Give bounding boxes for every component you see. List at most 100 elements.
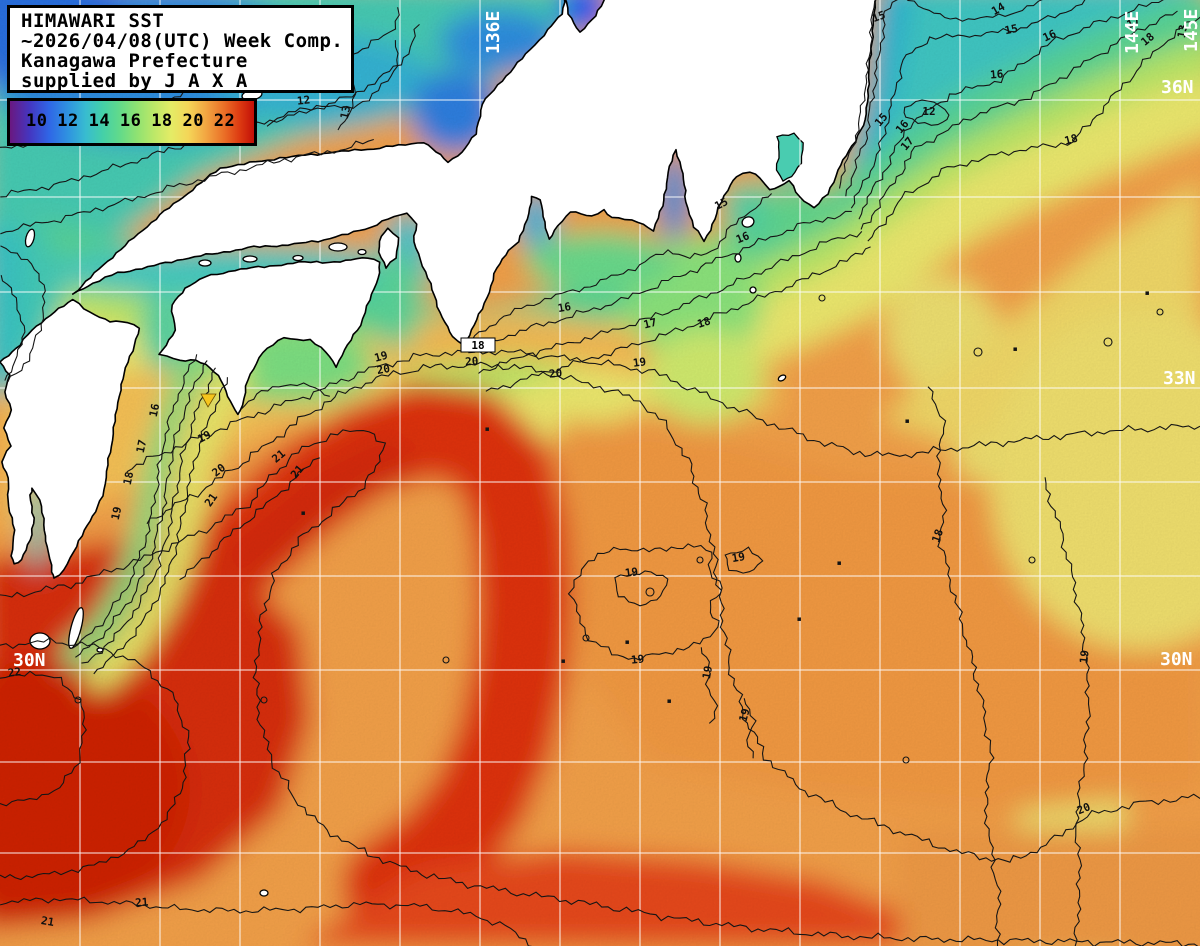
contour-line-15 [464, 193, 772, 344]
contour-label: 18 [929, 527, 946, 544]
contour-line-16 [468, 210, 852, 354]
grid-coordinate-label: 136E [483, 11, 504, 54]
colorbar-tick-label: 22 [213, 111, 236, 131]
data-speck [301, 511, 305, 515]
contour-line-13 [838, 0, 877, 189]
colorbar-tick-label: 18 [151, 111, 173, 131]
contour-label: 17 [1125, 14, 1143, 31]
contour-label: 19 [630, 652, 645, 666]
data-speck [561, 659, 565, 663]
island [357, 248, 367, 256]
grid-coordinate-label: 144E [1122, 11, 1143, 54]
contour-label: 20 [548, 366, 563, 380]
grid-coordinate-label: 33N [1163, 368, 1196, 389]
grid-coordinate-label: 30N [1160, 649, 1193, 670]
grid-coordinate-label: 145E [1181, 9, 1200, 52]
contour-ring [1028, 556, 1036, 564]
contour-label: 19 [632, 355, 647, 370]
colorbar-tick-label: 10 [26, 111, 48, 131]
island [68, 607, 84, 649]
land-polygon [377, 227, 400, 269]
contour-line-21 [0, 896, 533, 946]
contour-line-17 [0, 245, 46, 383]
contour-line-15 [0, 138, 374, 235]
colorbar-tick-label: 16 [119, 111, 142, 131]
data-speck [485, 427, 489, 431]
contour-label: 22 [7, 665, 22, 680]
title-region: Kanagawa Prefecture [21, 50, 248, 72]
data-speck [797, 617, 801, 621]
contour-label: 14 [989, 0, 1007, 18]
contour-line-16 [72, 354, 198, 649]
land-polygon [72, 0, 877, 347]
title-source: supplied by J A X A [21, 70, 248, 92]
land-polygon [0, 298, 141, 579]
contour-label: 20 [1075, 800, 1092, 817]
contour-label: 19 [624, 565, 639, 580]
contour-label: 18 [121, 470, 136, 486]
contour-ring [442, 656, 450, 664]
grid-coordinate-label: 30N [13, 650, 46, 671]
data-speck [667, 699, 671, 703]
island [242, 255, 258, 263]
data-speck [1145, 291, 1149, 295]
contour-line-18 [927, 386, 1002, 946]
land-group [0, 0, 877, 897]
contour-ring [696, 556, 704, 564]
data-speck [625, 640, 629, 644]
contour-line-14 [906, 0, 1043, 22]
contour-ring [1156, 308, 1164, 316]
contour-label: 20 [465, 355, 479, 369]
boxed-contour-label [460, 337, 496, 353]
contour-line-19 [614, 570, 669, 607]
island [24, 228, 36, 248]
contour-label: 19 [1077, 650, 1091, 664]
contour-label: 13 [1175, 24, 1190, 39]
contour-label: 21 [40, 914, 56, 929]
colorbar-tick-label: 20 [182, 111, 204, 131]
contour-label: 19 [731, 550, 746, 565]
contour-line-17 [860, 10, 1178, 230]
contour-label: 19 [737, 707, 753, 723]
contour-label: 15 [712, 195, 730, 213]
island [198, 259, 212, 267]
contour-line-22 [0, 637, 191, 881]
contour-line-19 [567, 543, 723, 661]
contour-line-17 [75, 360, 208, 658]
contour-label: 12 [922, 105, 935, 118]
title-product: HIMAWARI SST [21, 10, 165, 32]
contour-ring [973, 347, 983, 357]
contour-line-16 [858, 0, 1164, 220]
contour-line-19 [93, 377, 228, 675]
contour-label: 21 [135, 896, 149, 910]
contour-label: 16 [990, 67, 1005, 81]
contour-line-21 [0, 429, 1199, 946]
contour-label: 15 [870, 8, 887, 25]
contour-line-15 [850, 0, 1086, 209]
colorbar-gradient [10, 101, 254, 143]
contour-line-12 [903, 99, 950, 126]
contour-label: 16 [1041, 27, 1059, 45]
contour-line-18 [485, 246, 871, 392]
contour-label: 16 [147, 402, 163, 418]
contour-label: 15 [1003, 22, 1019, 37]
island [777, 374, 787, 382]
station-marker-triangle [200, 393, 217, 408]
land-polygon [158, 257, 381, 416]
island [328, 242, 348, 252]
contour-label: 16 [557, 300, 573, 315]
contour-ring [645, 587, 655, 597]
contour-ring [260, 696, 268, 704]
data-speck [837, 561, 841, 565]
contour-line-19 [743, 698, 757, 759]
contour-ring [902, 756, 910, 764]
contour-line-17 [478, 231, 863, 374]
title-box: HIMAWARI SST ~2026/04/08(UTC) Week Comp.… [7, 5, 354, 93]
contour-line-19 [700, 647, 719, 724]
contour-line-19 [126, 347, 1200, 473]
contour-label: 19 [373, 349, 389, 365]
contour-line-19 [724, 546, 764, 574]
data-speck [905, 419, 909, 423]
